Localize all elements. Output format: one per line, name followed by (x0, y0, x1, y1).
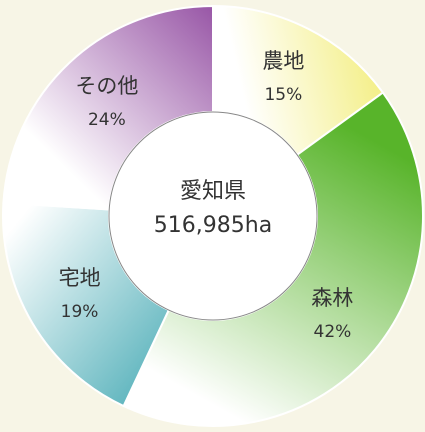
donut-hole (108, 111, 318, 321)
segment-value-label: 15% (264, 85, 302, 105)
segment-value-label: 42% (314, 322, 352, 342)
segment-value-label: 24% (88, 110, 126, 130)
segment-value-label: 19% (61, 302, 99, 322)
segment-label: その他 (75, 74, 138, 98)
center-subtitle: 516,985ha (154, 213, 272, 238)
segment-label: 宅地 (59, 266, 101, 290)
center-title: 愛知県 (180, 179, 246, 204)
segment-label: 森林 (311, 286, 353, 310)
segment-label: 農地 (262, 49, 304, 73)
